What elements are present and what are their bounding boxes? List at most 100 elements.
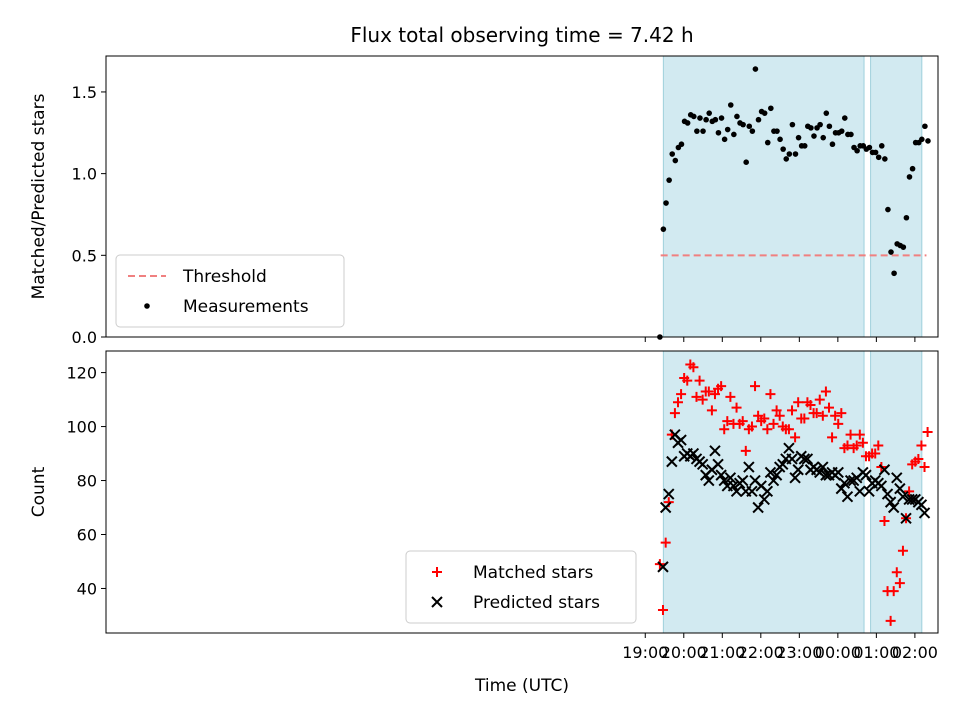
data-point bbox=[684, 120, 691, 126]
observing-window-span bbox=[663, 351, 865, 633]
data-point bbox=[787, 405, 798, 416]
y-tick-label: 60 bbox=[77, 526, 97, 545]
data-point bbox=[783, 156, 790, 162]
data-point bbox=[903, 214, 910, 221]
data-point bbox=[770, 469, 783, 481]
legend-box bbox=[405, 550, 637, 624]
data-point bbox=[884, 496, 897, 508]
data-point bbox=[669, 151, 676, 157]
data-point bbox=[774, 410, 785, 421]
data-point bbox=[900, 244, 907, 250]
data-point bbox=[918, 507, 931, 519]
data-point bbox=[703, 474, 715, 487]
data-point bbox=[820, 469, 832, 481]
data-point bbox=[706, 405, 717, 416]
legend: Threshold Measurements bbox=[115, 254, 345, 328]
legend-marker bbox=[144, 303, 150, 309]
data-point bbox=[795, 134, 802, 141]
data-point bbox=[891, 270, 897, 277]
data-point bbox=[687, 447, 700, 460]
data-point bbox=[715, 469, 727, 481]
data-point bbox=[718, 115, 725, 121]
data-point bbox=[838, 477, 851, 489]
x-tick-label: 00:00 bbox=[815, 643, 861, 662]
data-point bbox=[817, 410, 828, 421]
data-point bbox=[722, 416, 733, 427]
data-point bbox=[842, 440, 853, 451]
data-point bbox=[740, 445, 751, 456]
data-point bbox=[740, 121, 746, 128]
data-point bbox=[727, 480, 740, 492]
data-point bbox=[885, 615, 896, 626]
data-point bbox=[724, 126, 731, 133]
data-point bbox=[833, 418, 844, 429]
data-point bbox=[799, 413, 810, 424]
data-point bbox=[888, 249, 894, 255]
x-tick-label: 21:00 bbox=[699, 643, 745, 662]
ratio-panel: 0.0 0.5 1.0 1.5 Matched/Predicted stars Thres… bbox=[29, 55, 939, 347]
data-point bbox=[891, 567, 902, 578]
data-point bbox=[879, 516, 890, 527]
data-point bbox=[675, 434, 687, 446]
data-point bbox=[737, 416, 748, 427]
data-point bbox=[765, 389, 776, 400]
data-point bbox=[897, 545, 908, 556]
y-tick-label: 1.0 bbox=[72, 165, 97, 184]
legend-label: Measurements bbox=[183, 297, 309, 317]
data-point bbox=[894, 482, 906, 495]
data-point bbox=[715, 129, 722, 136]
data-point bbox=[913, 453, 924, 464]
data-point bbox=[660, 226, 667, 232]
axes-frame bbox=[105, 55, 939, 338]
data-point bbox=[820, 134, 827, 141]
data-point bbox=[900, 512, 912, 525]
data-point bbox=[836, 408, 847, 419]
data-point bbox=[666, 455, 678, 468]
data-point bbox=[718, 474, 730, 487]
y-tick-label: 40 bbox=[77, 579, 97, 598]
data-point bbox=[672, 157, 679, 164]
data-point bbox=[725, 391, 736, 402]
data-point bbox=[838, 128, 845, 134]
data-point bbox=[764, 466, 777, 479]
data-point bbox=[696, 458, 709, 471]
data-point bbox=[753, 410, 764, 421]
data-point bbox=[875, 480, 888, 492]
data-point bbox=[789, 121, 796, 128]
data-point bbox=[814, 394, 825, 405]
x-tick-label: 19:00 bbox=[622, 643, 668, 662]
data-point bbox=[724, 472, 737, 484]
data-point bbox=[827, 432, 838, 443]
data-point bbox=[697, 394, 708, 405]
x-tick-label: 02:00 bbox=[892, 643, 938, 662]
data-point bbox=[792, 151, 799, 157]
data-point bbox=[676, 389, 687, 400]
data-point bbox=[768, 418, 779, 429]
data-point bbox=[768, 105, 774, 112]
data-point bbox=[657, 561, 669, 573]
data-point bbox=[764, 139, 771, 146]
data-point bbox=[761, 485, 774, 498]
x-tick-label: 22:00 bbox=[738, 643, 784, 662]
data-point bbox=[817, 461, 829, 473]
data-point bbox=[752, 501, 764, 514]
data-point bbox=[780, 146, 786, 152]
data-point bbox=[808, 125, 814, 131]
data-point bbox=[660, 537, 671, 548]
data-point bbox=[872, 149, 879, 156]
data-point bbox=[706, 110, 712, 116]
data-point bbox=[712, 458, 724, 471]
data-point bbox=[798, 453, 811, 465]
data-point bbox=[673, 397, 683, 408]
data-point bbox=[857, 437, 868, 448]
data-point bbox=[845, 429, 856, 440]
x-tick-label: 20:00 bbox=[661, 643, 707, 662]
data-point bbox=[759, 413, 770, 424]
data-point bbox=[767, 474, 780, 487]
data-point bbox=[746, 123, 753, 130]
data-point bbox=[666, 177, 672, 183]
data-point bbox=[826, 123, 833, 130]
legend-label: Threshold bbox=[182, 267, 267, 287]
x-tick-label: 23:00 bbox=[776, 643, 822, 662]
measurements-series bbox=[657, 66, 931, 340]
